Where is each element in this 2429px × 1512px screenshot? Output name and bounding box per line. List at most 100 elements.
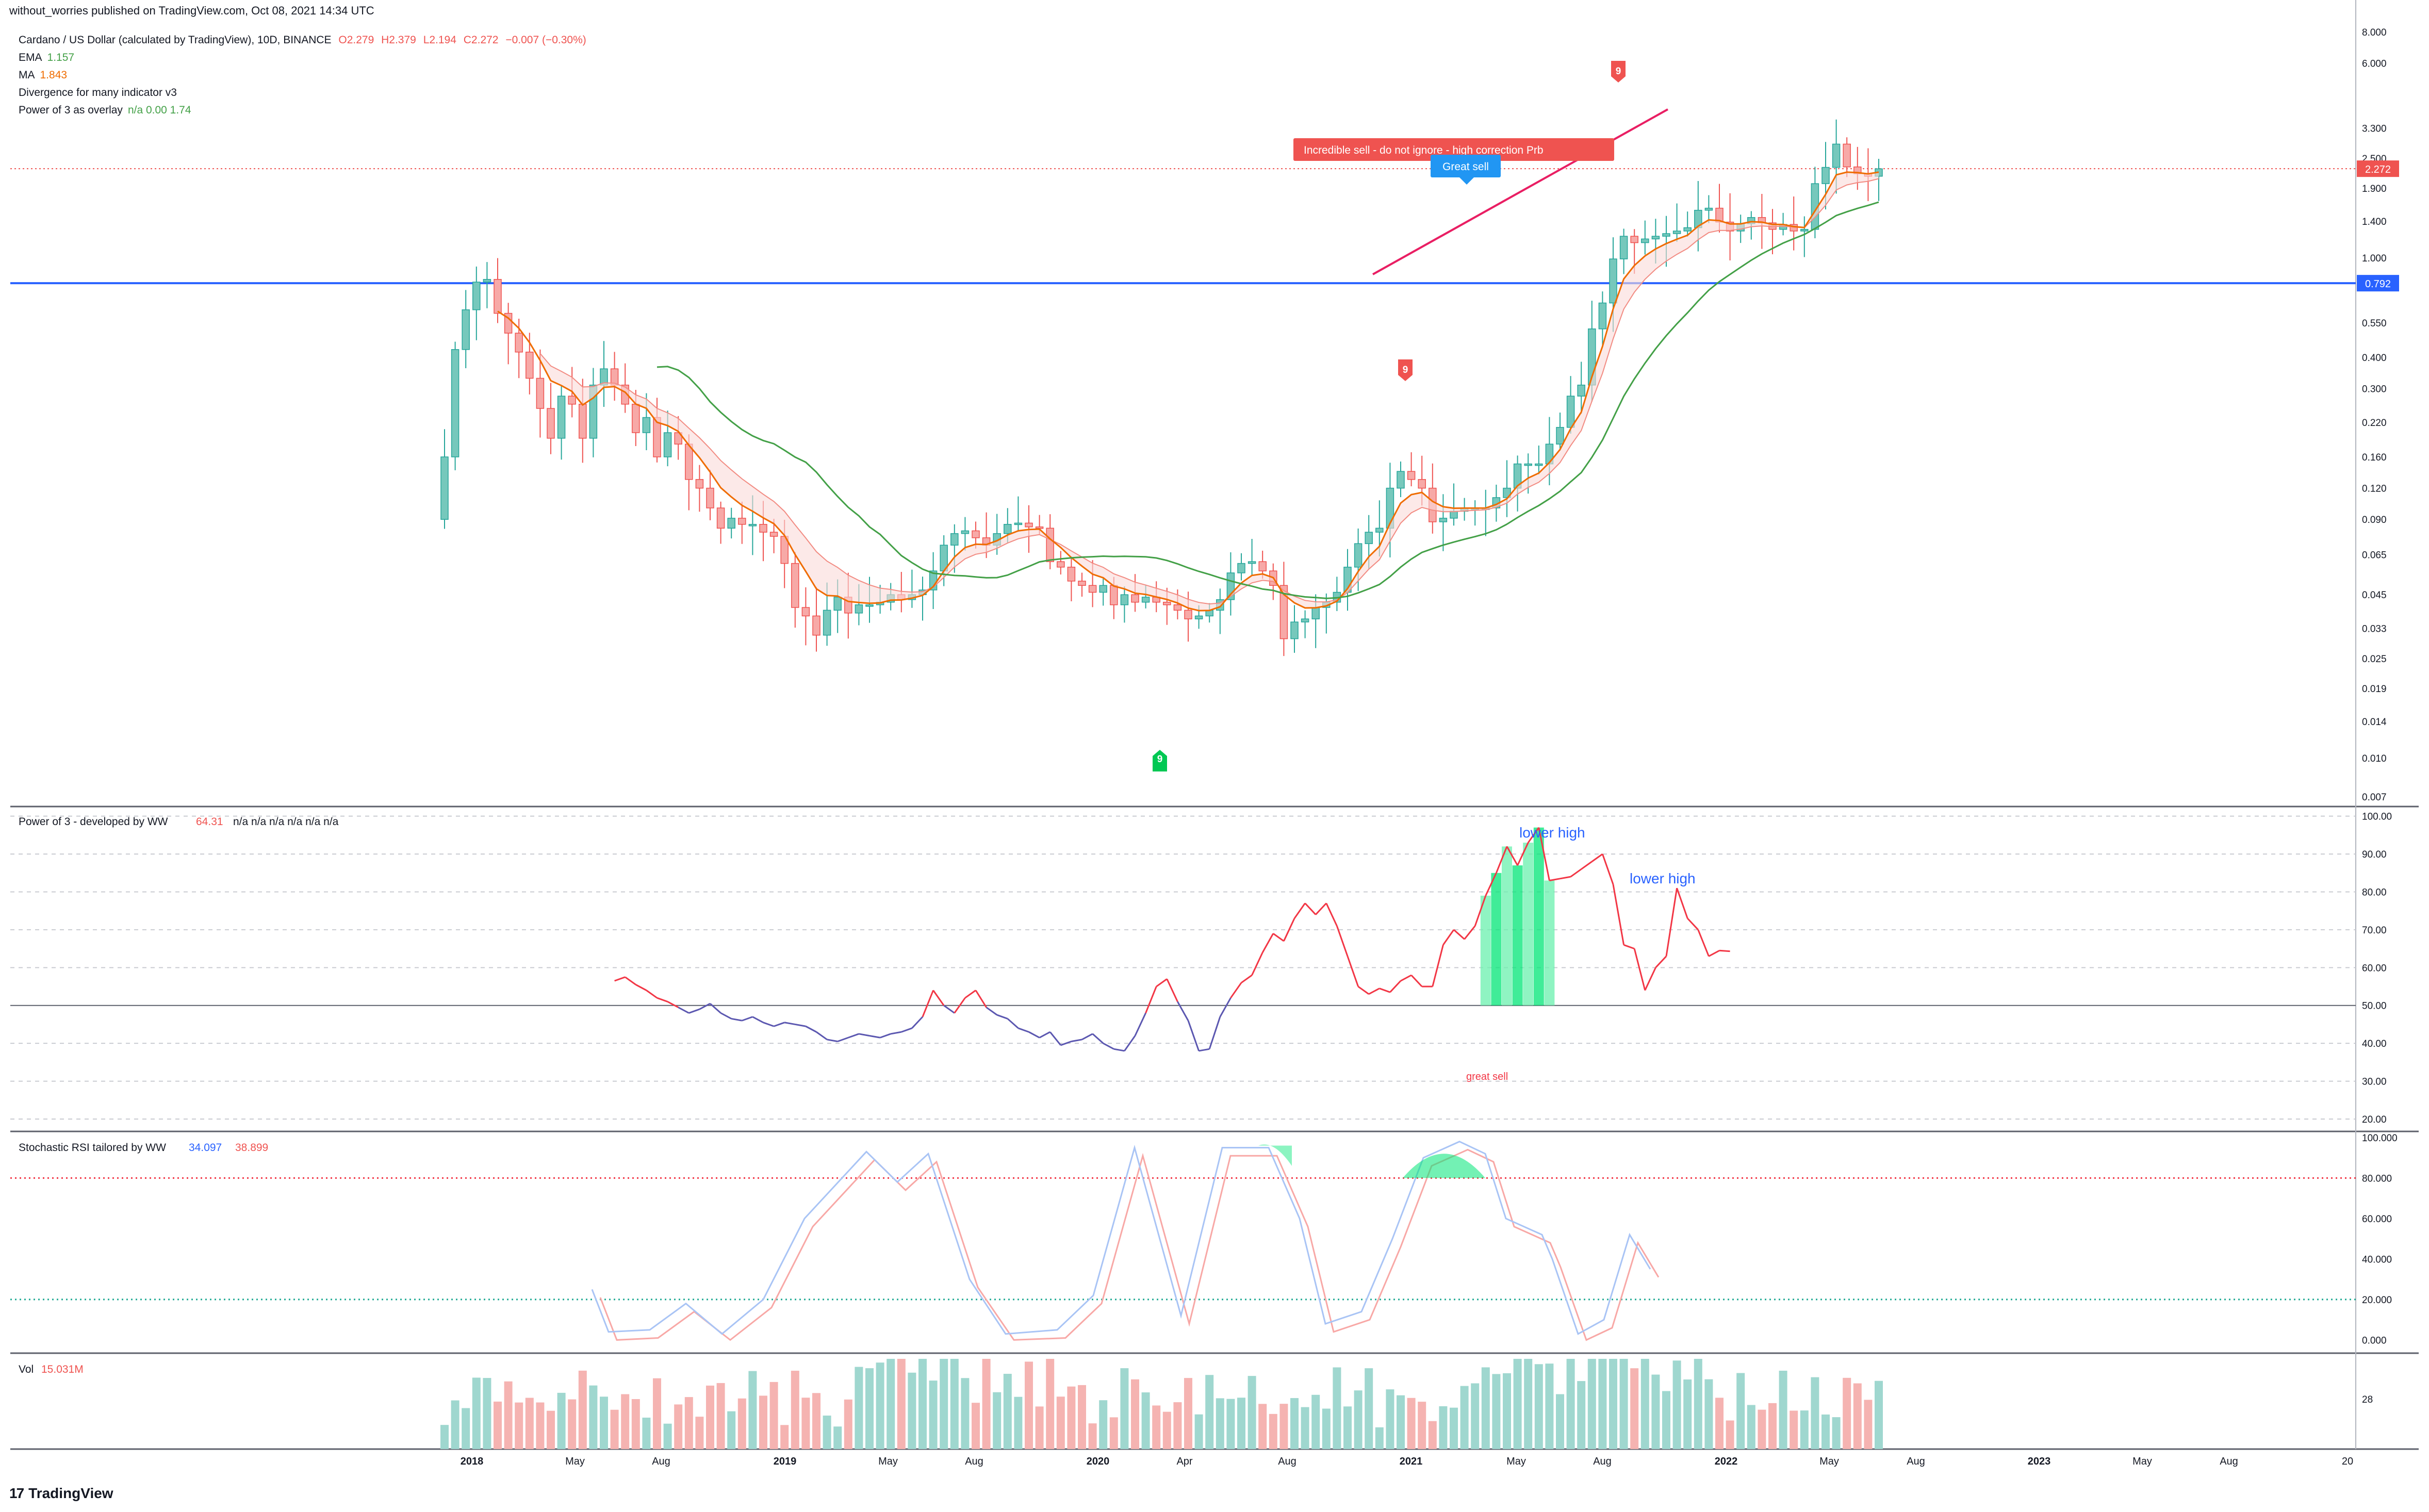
candle-body — [1141, 597, 1150, 603]
power3-line-segment — [1145, 986, 1157, 1013]
volume-bar — [865, 1368, 874, 1449]
volume-bar — [1556, 1394, 1564, 1449]
power3-line-segment — [1655, 956, 1667, 968]
last-price-badge — [2357, 160, 2399, 177]
volume-bar — [1035, 1406, 1044, 1449]
volume-bar — [780, 1425, 789, 1449]
volume-bar — [451, 1400, 459, 1449]
volume-bar — [1683, 1379, 1692, 1449]
candle-body — [1672, 231, 1681, 234]
volume-bar — [1407, 1398, 1416, 1449]
power3-line-segment — [1581, 861, 1593, 870]
power3-line-segment — [954, 997, 966, 1014]
ohlc-close: C2.272 — [463, 34, 499, 46]
power3-line-segment — [774, 1022, 785, 1027]
candle-body — [1843, 143, 1851, 168]
volume-bar — [1577, 1381, 1586, 1449]
volume-bar — [844, 1399, 852, 1449]
power3-line-segment — [848, 1033, 859, 1039]
power3-line-segment — [1156, 978, 1168, 988]
candle-body — [833, 597, 842, 611]
power3-line-segment — [1272, 933, 1285, 942]
volume-bar — [663, 1423, 672, 1449]
great-sell-pointer — [1459, 177, 1474, 185]
candle-body — [1120, 594, 1129, 605]
y-tick-label: 0.025 — [2362, 654, 2387, 665]
volume-bar — [1460, 1386, 1469, 1449]
volume-bar — [1662, 1391, 1670, 1449]
volume-bar — [1141, 1392, 1150, 1449]
candle-body — [1004, 524, 1012, 534]
candle-body — [1524, 463, 1532, 466]
volume-bar — [1694, 1359, 1702, 1449]
volume-bar — [823, 1416, 831, 1449]
candle-body — [1630, 236, 1638, 243]
power3-line-segment — [1453, 929, 1465, 940]
volume-bar — [1481, 1367, 1490, 1449]
y-tick-label: 0.120 — [2362, 484, 2387, 495]
symbol-title[interactable]: Cardano / US Dollar (calculated by Tradi… — [19, 34, 332, 46]
stochrsi-y-tick: 60.000 — [2362, 1214, 2392, 1225]
candle-body — [972, 530, 980, 538]
stochrsi-overbought-fill — [1403, 1154, 1485, 1178]
power3-highlight-bar — [1533, 827, 1544, 1006]
volume-bar — [684, 1397, 693, 1449]
candle-body — [1099, 585, 1107, 593]
volume-bar — [972, 1403, 980, 1449]
volume-bar — [1513, 1359, 1522, 1449]
volume-bar — [1311, 1394, 1320, 1449]
volume-y-tick: 28 — [2362, 1394, 2373, 1405]
power3-highlight-bar — [1544, 880, 1555, 1006]
volume-bar — [1800, 1410, 1809, 1449]
power3-line-segment — [625, 976, 636, 985]
volume-bar — [1875, 1380, 1883, 1449]
y-tick-label: 3.300 — [2362, 124, 2387, 135]
power3-line-segment — [1357, 985, 1370, 995]
candle-body — [1163, 601, 1171, 605]
power3-line-segment — [1199, 1048, 1210, 1052]
power3-line-segment — [1708, 949, 1720, 957]
candle-body — [1832, 143, 1841, 168]
ma-legend[interactable]: MA 1.843 — [19, 69, 68, 81]
candle-body — [1651, 236, 1660, 240]
volume-bar — [1779, 1371, 1787, 1449]
candle-body — [1301, 618, 1309, 622]
ema-legend[interactable]: EMA 1.157 — [19, 52, 75, 63]
y-tick-label: 6.000 — [2362, 59, 2387, 70]
volume-bar — [759, 1395, 767, 1449]
x-tick-label: Aug — [2220, 1456, 2238, 1467]
power3-line-segment — [1007, 1018, 1019, 1029]
power3-line-segment — [805, 1025, 817, 1033]
x-tick-label: 20 — [2342, 1456, 2353, 1467]
volume-bar — [1099, 1400, 1108, 1449]
volume-bar — [855, 1367, 863, 1449]
divergence-legend[interactable]: Divergence for many indicator v3 — [19, 87, 177, 98]
power3-line-segment — [1261, 933, 1274, 953]
volume-bar — [695, 1417, 704, 1449]
candle-body — [716, 507, 725, 529]
tradingview-logo[interactable]: 17 TradingView — [9, 1485, 113, 1502]
power3-line-segment — [1113, 1048, 1125, 1052]
power3-legend-title: Power of 3 - developed by WW — [19, 816, 168, 828]
volume-bar — [993, 1392, 1002, 1449]
candle-body — [642, 417, 651, 433]
candle-body — [950, 533, 959, 546]
power3-line-segment — [1719, 949, 1730, 952]
volume-bar — [557, 1392, 566, 1449]
power3-overlay-legend[interactable]: Power of 3 as overlay n/a 0.00 1.74 — [19, 104, 191, 116]
power3-line-segment — [1336, 926, 1349, 957]
ema-slow-line — [539, 178, 1879, 605]
candle-body — [1375, 528, 1384, 533]
y-tick-label: 0.014 — [2362, 717, 2387, 728]
x-tick-label: 2022 — [1715, 1456, 1738, 1467]
power3-y-tick: 20.00 — [2362, 1114, 2387, 1125]
stochrsi-y-tick: 40.000 — [2362, 1254, 2392, 1265]
volume-bar — [812, 1393, 820, 1449]
power3-line-segment — [1644, 967, 1656, 991]
candle-body — [494, 279, 502, 314]
volume-bar — [876, 1362, 884, 1449]
volume-bar — [908, 1372, 916, 1449]
volume-bar — [1279, 1404, 1288, 1449]
power3-line-segment — [1166, 978, 1178, 1002]
